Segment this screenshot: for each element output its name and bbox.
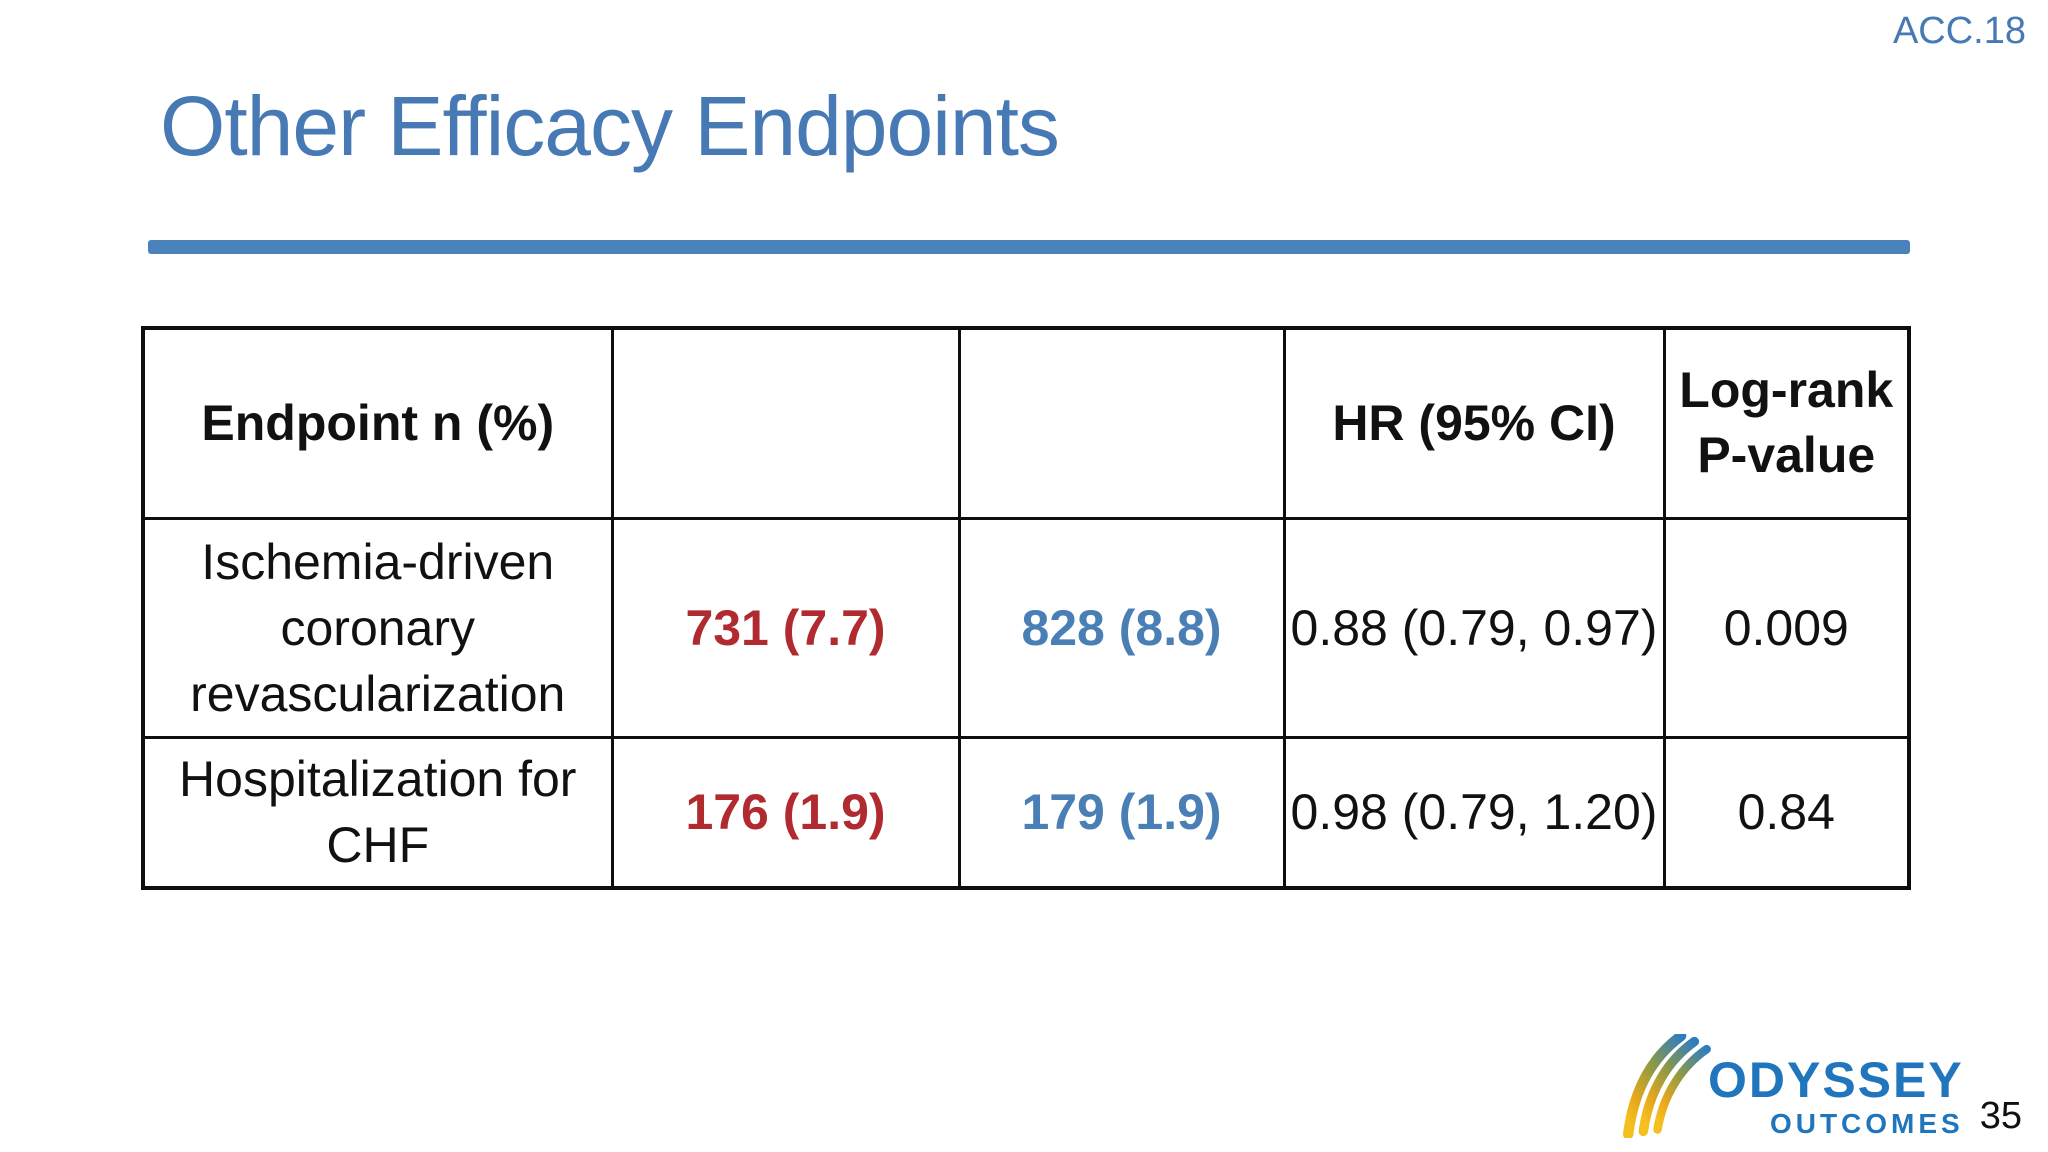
page-number: 35	[1979, 1095, 2022, 1137]
endpoint-label: Ischemia-driven coronary revascularizati…	[141, 516, 614, 739]
page-title: Other Efficacy Endpoints	[160, 79, 1060, 173]
placebo-value: 179 (1.9)	[957, 735, 1286, 890]
table-row: Hospitalization for CHF 176 (1.9) 179 (1…	[141, 735, 1911, 890]
alirocumab-value: 731 (7.7)	[610, 516, 961, 739]
column-header-hr: HR (95% CI)	[1282, 326, 1666, 520]
alirocumab-value: 176 (1.9)	[610, 735, 961, 890]
placebo-value: 828 (8.8)	[957, 516, 1286, 739]
road-swoosh-icon	[1622, 1034, 1711, 1138]
title-divider	[148, 240, 1910, 254]
logo-odyssey-label: ODYSSEY	[1707, 1052, 1964, 1109]
logo-text: ODYSSEY OUTCOMES	[1708, 1055, 1964, 1140]
hr-value: 0.88 (0.79, 0.97)	[1282, 516, 1666, 739]
odyssey-outcomes-logo: ODYSSEY OUTCOMES 35	[1618, 1034, 2022, 1140]
column-header-endpoint: Endpoint n (%)	[141, 326, 614, 520]
hr-value: 0.98 (0.79, 1.20)	[1282, 735, 1666, 890]
column-header-pvalue: Log-rank P-value	[1662, 326, 1911, 520]
table-row: Ischemia-driven coronary revascularizati…	[141, 516, 1911, 739]
column-header-alirocumab: Alirocumab (N=9462)	[610, 326, 961, 520]
column-header-placebo: Placebo (N=9462)	[957, 326, 1286, 520]
endpoint-label: Hospitalization for CHF	[141, 735, 614, 890]
pvalue: 0.84	[1662, 735, 1911, 890]
pvalue: 0.009	[1662, 516, 1911, 739]
table-header-row: Endpoint n (%) Alirocumab (N=9462) Place…	[141, 326, 1911, 520]
efficacy-endpoints-table: Endpoint n (%) Alirocumab (N=9462) Place…	[141, 326, 1911, 890]
logo-outcomes-label: OUTCOMES	[1769, 1108, 1964, 1140]
conference-tag: ACC.18	[1892, 10, 2026, 52]
